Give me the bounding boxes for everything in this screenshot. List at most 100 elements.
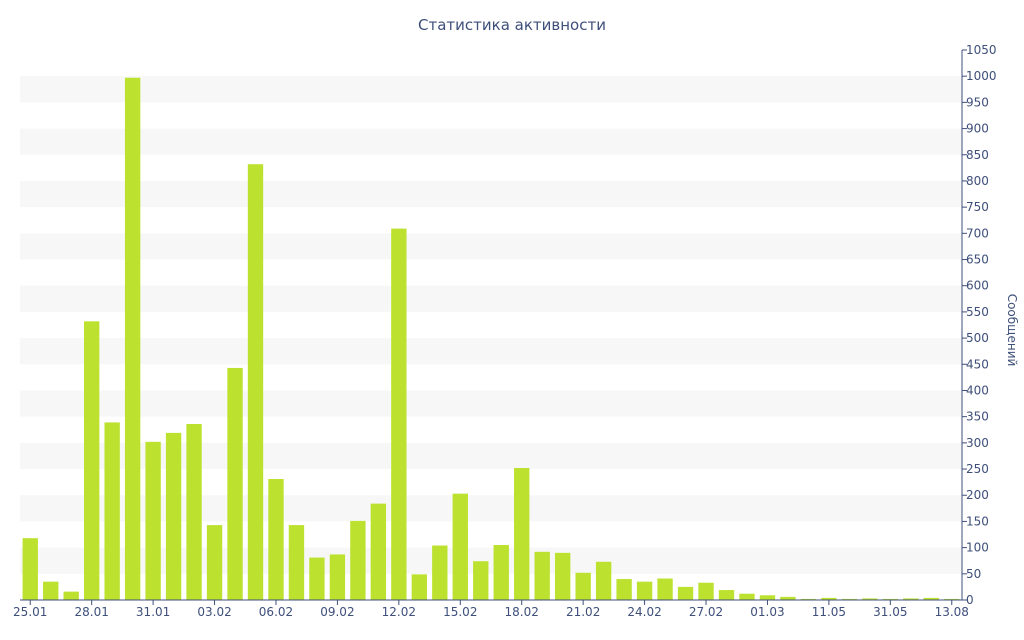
y-tick-label: 300 xyxy=(966,436,989,450)
grid-band xyxy=(20,495,962,522)
bar[interactable] xyxy=(288,525,305,600)
y-axis: 0 50 100 150 200 250 300 350 400 450 500 550 600 650 7… xyxy=(961,43,997,607)
y-tick-label: 0 xyxy=(966,593,974,607)
y-tick-label: 800 xyxy=(966,174,989,188)
bar[interactable] xyxy=(841,598,858,600)
y-tick-label: 1000 xyxy=(966,69,997,83)
bar[interactable] xyxy=(800,598,817,600)
x-tick-label: 15.02 xyxy=(443,605,477,619)
bar[interactable] xyxy=(104,422,120,600)
bar[interactable] xyxy=(821,597,837,600)
bar[interactable] xyxy=(514,468,530,600)
bar[interactable] xyxy=(268,479,284,600)
x-tick-label: 13.08 xyxy=(935,605,969,619)
bar[interactable] xyxy=(554,552,571,600)
bar[interactable] xyxy=(718,590,735,600)
chart-title: Статистика активности xyxy=(418,16,606,34)
grid-band xyxy=(20,233,962,260)
bar[interactable] xyxy=(677,586,694,600)
bar[interactable] xyxy=(780,596,796,600)
bar[interactable] xyxy=(247,164,264,600)
bar[interactable] xyxy=(124,77,141,600)
bar[interactable] xyxy=(534,551,550,600)
bar[interactable] xyxy=(309,557,325,600)
bar[interactable] xyxy=(657,578,673,600)
grid-band xyxy=(20,547,962,574)
bar[interactable] xyxy=(944,598,960,600)
y-tick-label: 500 xyxy=(966,331,989,345)
y-tick-label: 350 xyxy=(966,410,989,424)
y-tick-label: 900 xyxy=(966,122,989,136)
bar[interactable] xyxy=(595,561,612,600)
y-tick-label: 1050 xyxy=(966,43,997,57)
bar[interactable] xyxy=(43,581,59,600)
bar[interactable] xyxy=(411,574,428,600)
bar[interactable] xyxy=(227,367,243,600)
x-tick-label: 31.05 xyxy=(873,605,907,619)
bar[interactable] xyxy=(350,520,366,600)
grid-band xyxy=(20,390,962,417)
bars xyxy=(22,77,960,600)
y-tick-label: 950 xyxy=(966,95,989,109)
bar[interactable] xyxy=(616,579,632,600)
x-tick-label: 31.01 xyxy=(136,605,170,619)
grid-band xyxy=(20,128,962,155)
y-tick-label: 550 xyxy=(966,305,989,319)
y-tick-label: 750 xyxy=(966,200,989,214)
x-tick-label: 21.02 xyxy=(566,605,600,619)
bar[interactable] xyxy=(186,424,202,600)
bar[interactable] xyxy=(391,228,407,600)
y-tick-label: 850 xyxy=(966,148,989,162)
bar[interactable] xyxy=(370,503,387,600)
bar[interactable] xyxy=(882,598,899,600)
x-tick-label: 11.05 xyxy=(812,605,846,619)
bar[interactable] xyxy=(923,597,939,600)
bar[interactable] xyxy=(432,545,448,600)
y-tick-label: 600 xyxy=(966,279,989,293)
bar[interactable] xyxy=(329,554,346,600)
bar[interactable] xyxy=(83,321,100,600)
x-tick-label: 03.02 xyxy=(197,605,231,619)
x-tick-label: 09.02 xyxy=(320,605,354,619)
bar[interactable] xyxy=(862,598,878,600)
x-tick-label: 01.03 xyxy=(750,605,784,619)
bar[interactable] xyxy=(759,595,776,600)
grid-bands xyxy=(20,76,962,574)
bar[interactable] xyxy=(22,538,38,600)
bar[interactable] xyxy=(698,582,714,600)
grid-band xyxy=(20,338,962,365)
x-tick-label: 12.02 xyxy=(382,605,416,619)
y-tick-label: 700 xyxy=(966,226,989,240)
bar[interactable] xyxy=(473,561,489,600)
x-tick-label: 24.02 xyxy=(627,605,661,619)
y-tick-label: 100 xyxy=(966,541,989,555)
bar[interactable] xyxy=(739,593,755,600)
bar[interactable] xyxy=(575,572,591,600)
grid-band xyxy=(20,442,962,470)
x-tick-label: 18.02 xyxy=(505,605,539,619)
x-tick-label: 06.02 xyxy=(259,605,293,619)
bar[interactable] xyxy=(145,441,161,600)
grid-band xyxy=(20,285,962,312)
grid-band xyxy=(20,76,962,103)
bar[interactable] xyxy=(206,525,223,600)
y-tick-label: 400 xyxy=(966,383,989,397)
x-tick-label: 28.01 xyxy=(74,605,108,619)
y-tick-label: 50 xyxy=(966,567,981,581)
y-tick-label: 450 xyxy=(966,357,989,371)
y-tick-label: 150 xyxy=(966,514,989,528)
bar[interactable] xyxy=(636,581,653,600)
x-axis: 25.01 28.01 31.01 03.02 06.02 09.02 12.02 15.02… xyxy=(13,599,969,619)
bar[interactable] xyxy=(165,432,182,600)
bar[interactable] xyxy=(63,591,79,600)
y-tick-label: 200 xyxy=(966,488,989,502)
bar[interactable] xyxy=(903,598,919,600)
y-tick-label: 650 xyxy=(966,253,989,267)
x-tick-label: 27.02 xyxy=(689,605,723,619)
grid-band xyxy=(20,180,962,208)
bar[interactable] xyxy=(452,493,468,600)
y-tick-label: 250 xyxy=(966,462,989,476)
x-tick-label: 25.01 xyxy=(13,605,47,619)
bar[interactable] xyxy=(493,545,509,600)
